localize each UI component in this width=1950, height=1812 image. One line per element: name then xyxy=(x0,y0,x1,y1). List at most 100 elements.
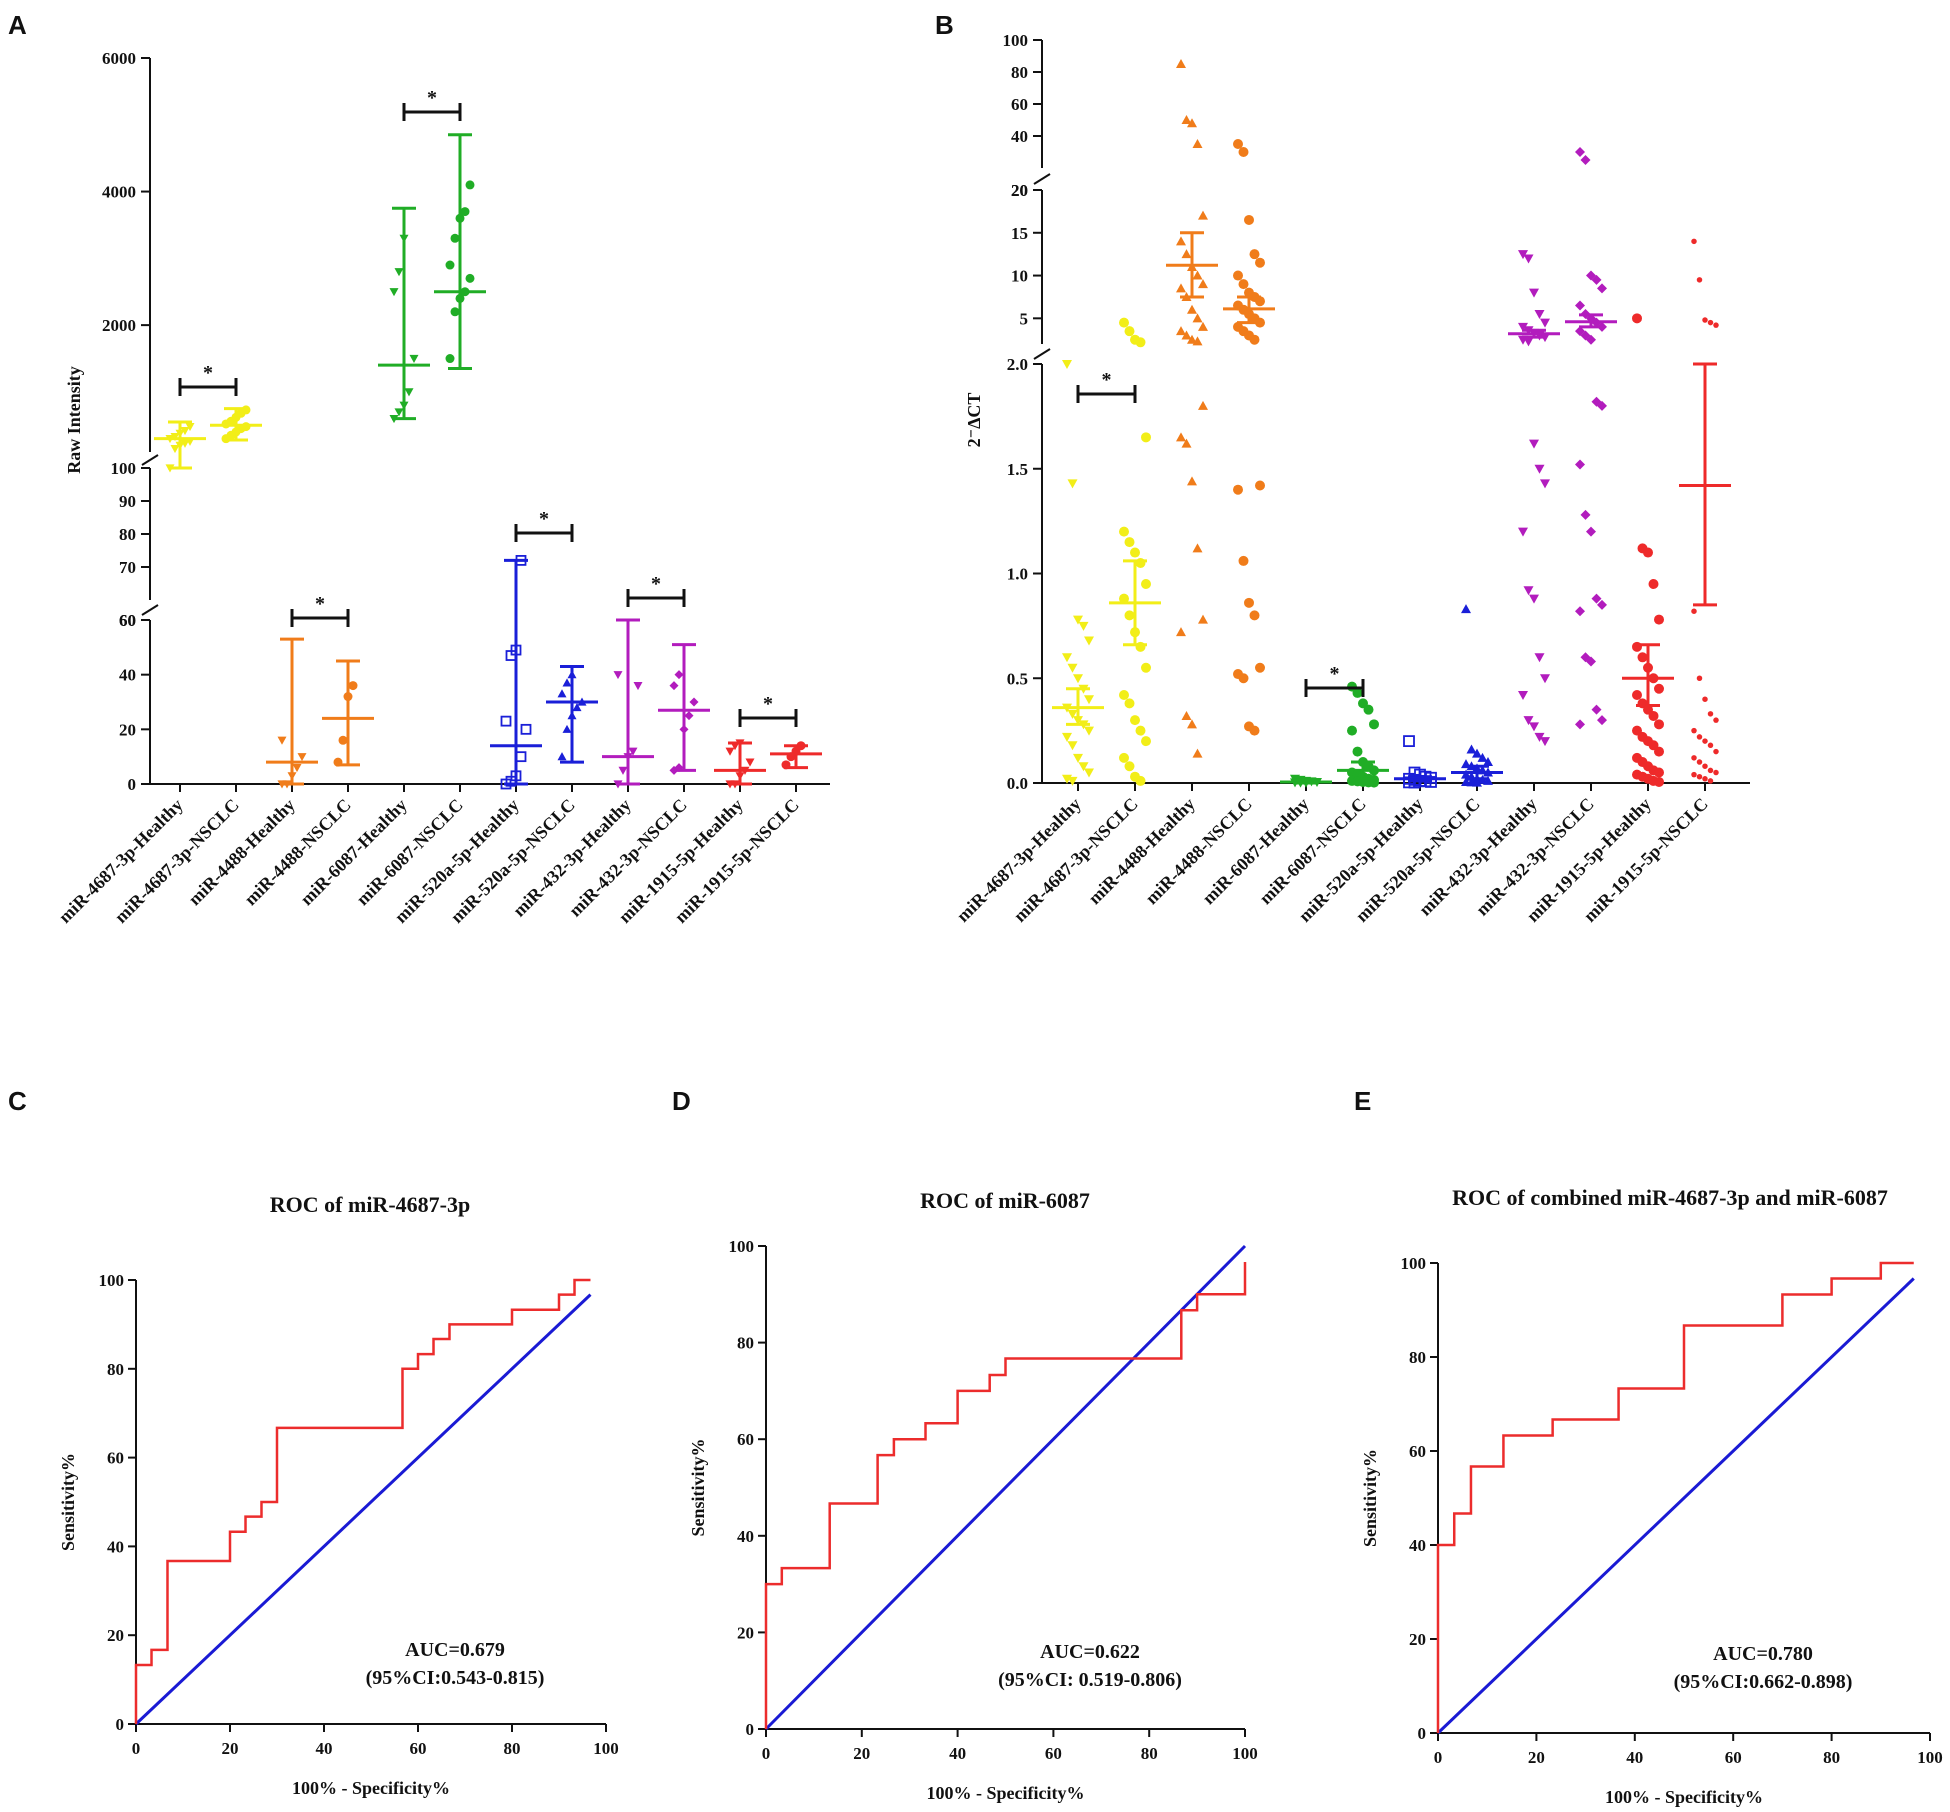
roc-panel-e: 00 20 20 40 40 60 60 80 80 100 100 ROC of combined … xyxy=(1360,1185,1943,1807)
data-point xyxy=(1187,118,1197,128)
data-point xyxy=(1648,673,1659,684)
data-point xyxy=(1249,249,1260,260)
x-tick-label: 80 xyxy=(1823,1748,1840,1767)
data-point xyxy=(185,423,195,432)
data-point xyxy=(1363,704,1374,715)
data-point xyxy=(1529,722,1539,732)
y-tick-label: 60 xyxy=(1409,1442,1426,1461)
data-point xyxy=(170,445,180,454)
data-point xyxy=(1518,322,1528,332)
data-point xyxy=(1249,610,1260,621)
data-point xyxy=(1124,761,1135,772)
data-point xyxy=(1523,716,1534,726)
data-point xyxy=(1591,593,1602,604)
data-point xyxy=(1529,439,1539,449)
significance-star: * xyxy=(763,693,773,715)
x-tick-label: 20 xyxy=(853,1744,870,1763)
y-tick-label: 60 xyxy=(119,611,136,630)
significance-star: * xyxy=(315,593,325,615)
data-point xyxy=(394,268,404,277)
data-point xyxy=(1176,326,1186,336)
y-tick-label: 40 xyxy=(107,1537,124,1556)
panel-letter-d: D xyxy=(672,1086,691,1116)
x-tick-label: 0 xyxy=(1434,1748,1443,1767)
data-point xyxy=(1597,599,1607,610)
data-point xyxy=(1238,147,1249,157)
significance-star: * xyxy=(1102,369,1112,391)
data-point xyxy=(1369,765,1379,776)
data-point xyxy=(1130,627,1140,638)
data-point xyxy=(1637,652,1648,663)
data-point xyxy=(633,682,643,691)
x-category-label: miR-6087-NSCLC xyxy=(1255,794,1370,909)
y-tick-label: 60 xyxy=(737,1430,754,1449)
data-point xyxy=(1707,319,1714,326)
x-category-label: miR-4488-NSCLC xyxy=(240,795,355,910)
auc-label: AUC=0.780 xyxy=(1713,1643,1813,1665)
data-point xyxy=(1084,695,1094,705)
data-point xyxy=(781,760,791,770)
data-point xyxy=(1135,725,1146,736)
data-point xyxy=(1643,547,1653,558)
data-point xyxy=(455,213,465,223)
y-tick-label: 0 xyxy=(1418,1724,1427,1743)
data-point xyxy=(1124,610,1135,621)
x-category-label: miR-4488-Healthy xyxy=(184,795,299,910)
data-point xyxy=(1523,337,1534,347)
series-group xyxy=(1451,604,1503,787)
data-point xyxy=(1529,594,1539,604)
x-category-label: miR-6087-NSCLC xyxy=(352,795,467,910)
data-point xyxy=(1078,762,1089,772)
data-point xyxy=(725,747,735,756)
data-point xyxy=(1580,509,1591,520)
data-point xyxy=(1181,710,1192,720)
data-point xyxy=(679,724,689,734)
y-tick-label: 80 xyxy=(119,525,136,544)
data-point xyxy=(1425,776,1437,788)
data-point xyxy=(1067,776,1078,786)
roc-panel-c: 00 20 20 40 40 60 60 80 80 100 100 ROC of miR-4687-… xyxy=(58,1192,619,1798)
ci-label: (95%CI:0.662-0.898) xyxy=(1674,1671,1853,1693)
data-point xyxy=(1529,288,1539,298)
data-point xyxy=(740,766,750,775)
data-point xyxy=(1233,270,1243,281)
data-point xyxy=(1067,709,1078,719)
data-point xyxy=(1654,767,1664,778)
data-point xyxy=(175,429,185,438)
axis-break-mark xyxy=(1033,173,1051,185)
ci-label: (95%CI: 0.519-0.806) xyxy=(998,1669,1182,1691)
y-tick-label: 15 xyxy=(1011,224,1028,243)
data-point xyxy=(1466,771,1477,781)
series-group xyxy=(1508,250,1560,747)
data-point xyxy=(241,422,251,432)
data-point xyxy=(1575,459,1585,470)
data-point xyxy=(1529,328,1539,338)
data-point xyxy=(1124,537,1135,548)
data-point xyxy=(1062,653,1072,663)
data-point xyxy=(1192,313,1203,323)
data-point xyxy=(1696,773,1703,780)
ci-label: (95%CI:0.543-0.815) xyxy=(366,1667,545,1689)
x-category-label: miR-4488-NSCLC xyxy=(1141,794,1256,909)
data-point xyxy=(562,678,572,687)
data-point xyxy=(1518,527,1528,537)
series-group xyxy=(770,741,822,770)
y-tick-label: 0 xyxy=(128,775,137,794)
data-point xyxy=(1477,765,1488,775)
significance-star: * xyxy=(1330,663,1340,685)
axis-break-mark xyxy=(1033,348,1051,360)
series-group xyxy=(434,133,486,371)
data-point xyxy=(1255,296,1265,307)
data-point xyxy=(1691,608,1697,614)
data-point xyxy=(1586,526,1596,537)
y-axis-title: Sensitivity% xyxy=(58,1453,78,1551)
data-point xyxy=(572,702,582,712)
data-point xyxy=(1198,210,1208,220)
data-point xyxy=(735,772,745,781)
x-tick-label: 100 xyxy=(593,1739,619,1758)
data-point xyxy=(409,354,419,364)
data-point xyxy=(735,739,745,748)
data-point xyxy=(1141,662,1151,673)
data-point xyxy=(1198,614,1208,624)
